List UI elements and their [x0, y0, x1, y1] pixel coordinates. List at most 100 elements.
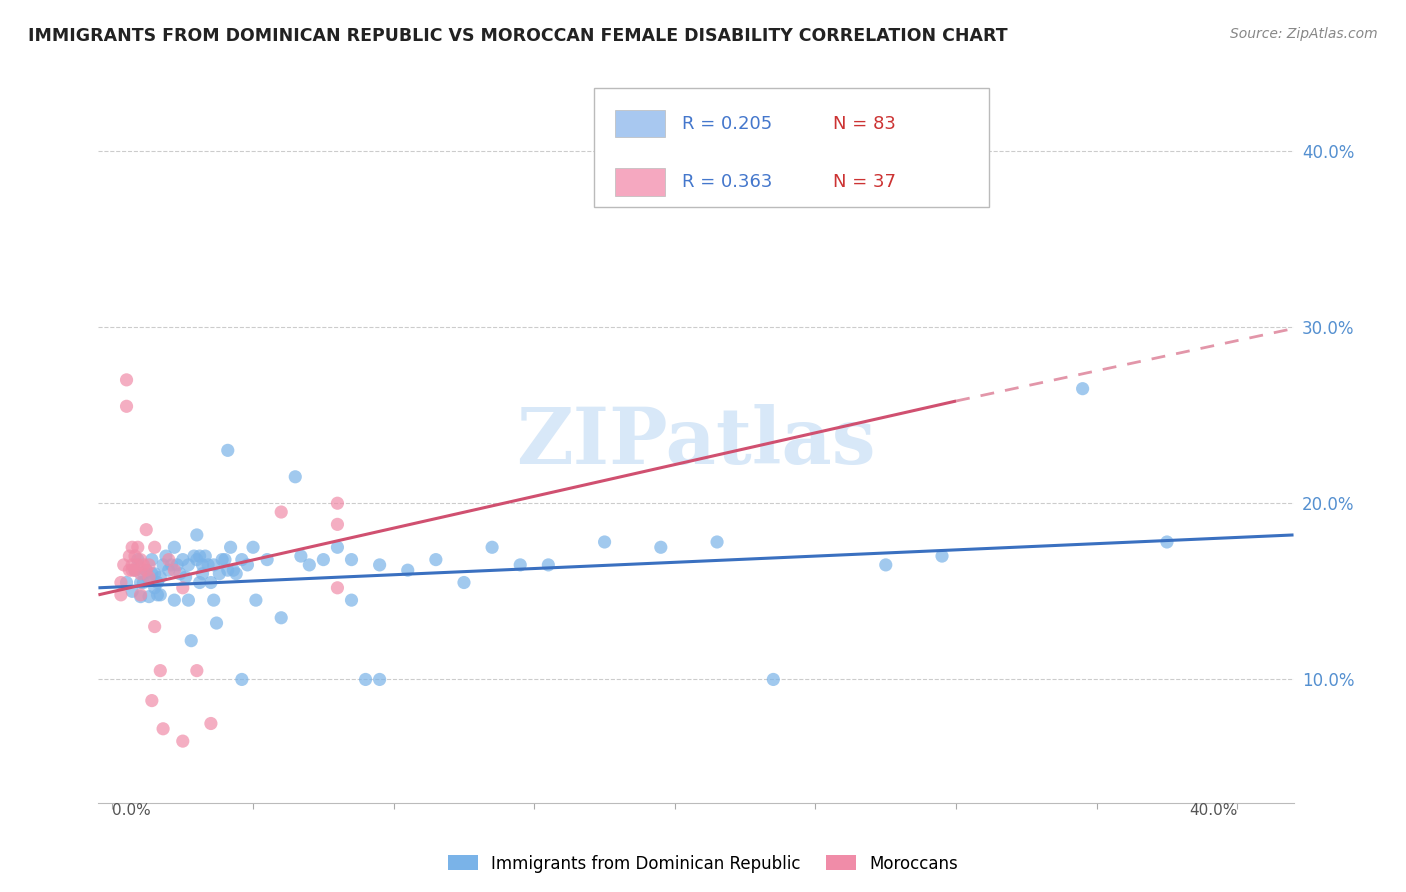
Point	[115, 373, 138, 387]
Point	[127, 552, 149, 566]
Point	[425, 552, 447, 566]
Point	[188, 575, 211, 590]
Point	[172, 734, 194, 748]
Point	[174, 570, 197, 584]
Point	[290, 549, 312, 563]
Point	[217, 443, 239, 458]
Bar	[614, 110, 665, 137]
Point	[298, 558, 321, 572]
Point	[270, 611, 292, 625]
Point	[231, 552, 253, 566]
Point	[129, 590, 152, 604]
Point	[202, 593, 225, 607]
Point	[146, 575, 169, 590]
Text: N = 37: N = 37	[834, 173, 897, 191]
Legend: Immigrants from Dominican Republic, Moroccans: Immigrants from Dominican Republic, Moro…	[441, 848, 965, 880]
Point	[326, 496, 349, 510]
Point	[205, 615, 228, 630]
Point	[163, 541, 186, 555]
Y-axis label: Female Disability: Female Disability	[0, 370, 8, 513]
Point	[124, 563, 146, 577]
Point	[284, 470, 307, 484]
Point	[143, 566, 166, 581]
Point	[127, 558, 149, 572]
Point	[121, 558, 143, 572]
Point	[132, 575, 155, 590]
Point	[132, 566, 155, 581]
Point	[509, 558, 531, 572]
Point	[157, 563, 180, 577]
Point	[875, 558, 897, 572]
Text: N = 83: N = 83	[834, 115, 896, 133]
Point	[650, 541, 672, 555]
Point	[146, 588, 169, 602]
Point	[242, 541, 264, 555]
Point	[200, 716, 222, 731]
Point	[163, 563, 186, 577]
Point	[312, 552, 335, 566]
Point	[129, 566, 152, 581]
Text: 40.0%: 40.0%	[1189, 803, 1237, 818]
Text: ZIPatlas: ZIPatlas	[516, 403, 876, 480]
Point	[172, 581, 194, 595]
Point	[191, 566, 214, 581]
Point	[143, 541, 166, 555]
Point	[177, 558, 200, 572]
Point	[115, 399, 138, 413]
Point	[143, 581, 166, 595]
Point	[141, 566, 163, 581]
Point	[166, 558, 188, 572]
Text: IMMIGRANTS FROM DOMINICAN REPUBLIC VS MOROCCAN FEMALE DISABILITY CORRELATION CHA: IMMIGRANTS FROM DOMINICAN REPUBLIC VS MO…	[28, 27, 1008, 45]
Point	[132, 558, 155, 572]
Point	[177, 593, 200, 607]
Point	[368, 558, 391, 572]
Point	[1156, 535, 1178, 549]
Point	[129, 588, 152, 602]
Point	[141, 693, 163, 707]
Point	[219, 541, 242, 555]
Point	[138, 558, 160, 572]
Point	[593, 535, 616, 549]
Point	[127, 541, 149, 555]
Text: 0.0%: 0.0%	[112, 803, 152, 818]
Point	[231, 673, 253, 687]
Point	[1071, 382, 1094, 396]
FancyBboxPatch shape	[595, 87, 988, 207]
Point	[110, 575, 132, 590]
Point	[135, 563, 157, 577]
Bar	[614, 169, 665, 196]
Point	[537, 558, 560, 572]
Point	[180, 633, 202, 648]
Point	[163, 593, 186, 607]
Point	[326, 541, 349, 555]
Point	[112, 558, 135, 572]
Point	[340, 552, 363, 566]
Point	[118, 563, 141, 577]
Point	[149, 570, 172, 584]
Point	[172, 552, 194, 566]
Point	[762, 673, 785, 687]
Point	[225, 566, 247, 581]
Point	[931, 549, 953, 563]
Point	[186, 552, 208, 566]
Point	[326, 581, 349, 595]
Point	[169, 566, 191, 581]
Point	[124, 549, 146, 563]
Point	[202, 558, 225, 572]
Point	[217, 563, 239, 577]
Point	[214, 552, 236, 566]
Point	[186, 528, 208, 542]
Point	[256, 552, 278, 566]
Point	[368, 673, 391, 687]
Point	[115, 575, 138, 590]
Point	[453, 575, 475, 590]
Point	[481, 541, 503, 555]
Point	[152, 722, 174, 736]
Point	[270, 505, 292, 519]
Text: Source: ZipAtlas.com: Source: ZipAtlas.com	[1230, 27, 1378, 41]
Point	[186, 664, 208, 678]
Point	[191, 558, 214, 572]
Point	[121, 563, 143, 577]
Point	[188, 549, 211, 563]
Point	[194, 549, 217, 563]
